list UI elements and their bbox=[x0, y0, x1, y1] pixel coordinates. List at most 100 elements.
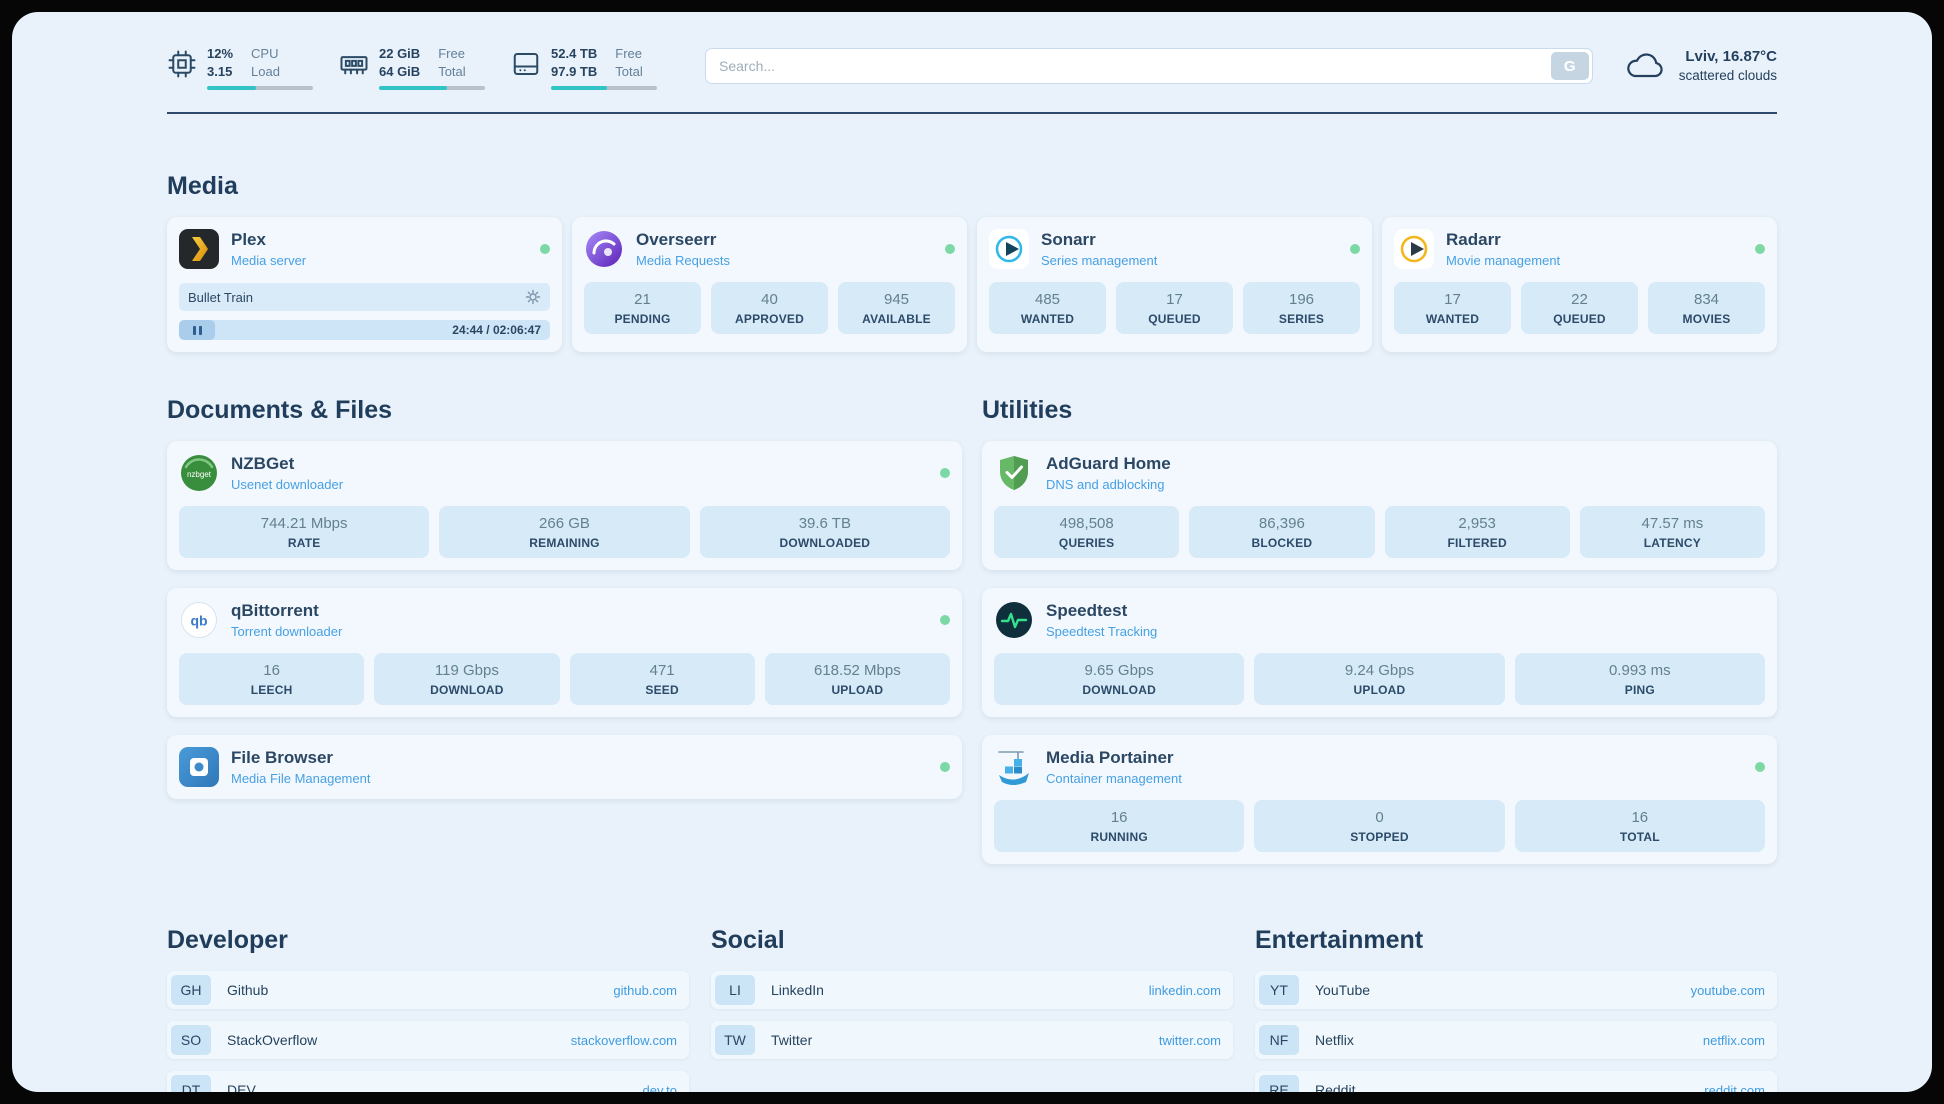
bookmark-name: StackOverflow bbox=[227, 1032, 318, 1048]
documents-heading: Documents & Files bbox=[167, 396, 393, 424]
filebrowser-card[interactable]: File Browser Media File Management bbox=[167, 735, 962, 799]
nzbget-card[interactable]: nzbget NZBGet Usenet downloader 744.21 M… bbox=[167, 441, 962, 570]
search-go-button[interactable]: G bbox=[1550, 52, 1589, 80]
stat-movies: 834 MOVIES bbox=[1648, 282, 1765, 334]
app-subtitle: DNS and adblocking bbox=[1046, 477, 1165, 492]
stat-label: BLOCKED bbox=[1251, 536, 1313, 550]
ram-progress-fill bbox=[379, 86, 447, 90]
app-subtitle: Torrent downloader bbox=[231, 624, 343, 639]
bookmark-netflix[interactable]: NF Netflix netflix.com bbox=[1255, 1021, 1777, 1059]
stat-download: 9.65 Gbps DOWNLOAD bbox=[994, 653, 1245, 705]
speedtest-icon bbox=[994, 600, 1034, 640]
app-name: Media Portainer bbox=[1046, 748, 1174, 767]
plex-card[interactable]: Plex Media server Bullet Train bbox=[167, 217, 562, 352]
stat-value: 16 bbox=[1110, 809, 1128, 826]
stat-value: 744.21 Mbps bbox=[260, 515, 348, 532]
stat-wanted: 485 WANTED bbox=[989, 282, 1106, 334]
radarr-icon bbox=[1394, 229, 1434, 269]
disk-free-value: 52.4 TB bbox=[551, 46, 598, 61]
app-subtitle: Media server bbox=[231, 253, 307, 268]
weather-location: Lviv, 16.87°C bbox=[1685, 48, 1777, 65]
stat-label: REMAINING bbox=[529, 536, 600, 550]
stat-value: 834 bbox=[1693, 291, 1720, 308]
stat-label: APPROVED bbox=[735, 312, 804, 326]
ram-free-value: 22 GiB bbox=[379, 46, 421, 61]
app-name: Radarr bbox=[1446, 230, 1501, 249]
now-playing-row: Bullet Train bbox=[179, 283, 550, 311]
ram-widget: 22 GiB Free 64 GiB Total bbox=[339, 46, 485, 90]
bookmark-abbr: SO bbox=[171, 1025, 211, 1055]
pause-icon[interactable] bbox=[179, 320, 215, 340]
search-input[interactable] bbox=[709, 58, 1551, 74]
speedtest-card[interactable]: Speedtest Speedtest Tracking 9.65 Gbps D… bbox=[982, 588, 1777, 717]
status-dot bbox=[945, 244, 955, 254]
bookmark-name: LinkedIn bbox=[771, 982, 824, 998]
stat-blocked: 86,396 BLOCKED bbox=[1189, 506, 1375, 558]
bookmark-url: github.com bbox=[613, 982, 677, 998]
stat-label: UPLOAD bbox=[831, 683, 884, 697]
cloud-icon bbox=[1623, 50, 1667, 82]
disk-total-value: 97.9 TB bbox=[551, 64, 598, 79]
bookmark-name: Netflix bbox=[1315, 1032, 1354, 1048]
overseerr-icon bbox=[584, 229, 624, 269]
ram-total-label: Total bbox=[438, 64, 466, 79]
stat-filtered: 2,953 FILTERED bbox=[1384, 506, 1570, 558]
adguard-icon bbox=[994, 453, 1034, 493]
portainer-card[interactable]: Media Portainer Container management 16 … bbox=[982, 735, 1777, 864]
cpu-load-value: 3.15 bbox=[207, 64, 233, 79]
svg-text:qb: qb bbox=[190, 613, 207, 629]
status-dot bbox=[940, 762, 950, 772]
bookmark-github[interactable]: GH Github github.com bbox=[167, 971, 689, 1009]
stat-label: RATE bbox=[287, 536, 321, 550]
stat-total: 16 TOTAL bbox=[1514, 800, 1765, 852]
stat-value: 266 GB bbox=[539, 515, 590, 532]
weather-widget: Lviv, 16.87°C scattered clouds bbox=[1623, 48, 1777, 83]
stat-label: DOWNLOAD bbox=[430, 683, 504, 697]
stat-available: 945 AVAILABLE bbox=[838, 282, 955, 334]
bookmark-abbr: RE bbox=[1259, 1075, 1299, 1092]
stat-value: 485 bbox=[1034, 291, 1061, 308]
stat-value: 86,396 bbox=[1258, 515, 1305, 532]
filebrowser-icon bbox=[179, 747, 219, 787]
svg-text:nzbget: nzbget bbox=[187, 470, 212, 479]
stat-value: 21 bbox=[634, 291, 651, 308]
bookmark-youtube[interactable]: YT YouTube youtube.com bbox=[1255, 971, 1777, 1009]
stat-value: 47.57 ms bbox=[1641, 515, 1704, 532]
stat-label: RUNNING bbox=[1090, 830, 1148, 844]
disk-free-label: Free bbox=[615, 46, 642, 61]
stat-value: 17 bbox=[1444, 291, 1461, 308]
stat-value: 40 bbox=[761, 291, 778, 308]
search-box: G bbox=[705, 48, 1593, 84]
stat-value: 39.6 TB bbox=[798, 515, 851, 532]
adguard-card[interactable]: AdGuard Home DNS and adblocking 498,508 … bbox=[982, 441, 1777, 570]
bookmark-abbr: DT bbox=[171, 1075, 211, 1092]
disk-widget: 52.4 TB Free 97.9 TB Total bbox=[511, 46, 657, 90]
bookmark-linkedin[interactable]: LI LinkedIn linkedin.com bbox=[711, 971, 1233, 1009]
radarr-card[interactable]: Radarr Movie management 17 WANTED 22 QUE… bbox=[1382, 217, 1777, 352]
stat-label: FILTERED bbox=[1447, 536, 1507, 550]
stat-pending: 21 PENDING bbox=[584, 282, 701, 334]
section-utilities: Utilities AdGuard Home bbox=[982, 396, 1777, 864]
app-subtitle: Speedtest Tracking bbox=[1046, 624, 1158, 639]
cpu-usage-value: 12% bbox=[207, 46, 234, 61]
cpu-progress-bar bbox=[207, 86, 313, 90]
search-area: G bbox=[705, 48, 1593, 84]
stat-value: 945 bbox=[883, 291, 910, 308]
qbittorrent-card[interactable]: qb qBittorrent Torrent downloader 16 LEE… bbox=[167, 588, 962, 717]
bookmark-abbr: NF bbox=[1259, 1025, 1299, 1055]
playback-progress-bar: 24:44 / 02:06:47 bbox=[179, 320, 550, 340]
ram-icon bbox=[339, 49, 369, 79]
bookmark-dev[interactable]: DT DEV dev.to bbox=[167, 1071, 689, 1092]
bookmark-reddit[interactable]: RE Reddit reddit.com bbox=[1255, 1071, 1777, 1092]
sonarr-card[interactable]: Sonarr Series management 485 WANTED 17 Q… bbox=[977, 217, 1372, 352]
gear-icon[interactable] bbox=[525, 289, 541, 305]
ram-progress-bar bbox=[379, 86, 485, 90]
stat-label: TOTAL bbox=[1619, 830, 1660, 844]
bookmark-stackoverflow[interactable]: SO StackOverflow stackoverflow.com bbox=[167, 1021, 689, 1059]
playback-time: 24:44 / 02:06:47 bbox=[452, 323, 541, 337]
app-subtitle: Series management bbox=[1041, 253, 1158, 268]
overseerr-card[interactable]: Overseerr Media Requests 21 PENDING 40 A… bbox=[572, 217, 967, 352]
qbittorrent-icon: qb bbox=[179, 600, 219, 640]
bookmark-twitter[interactable]: TW Twitter twitter.com bbox=[711, 1021, 1233, 1059]
ram-total-value: 64 GiB bbox=[379, 64, 421, 79]
